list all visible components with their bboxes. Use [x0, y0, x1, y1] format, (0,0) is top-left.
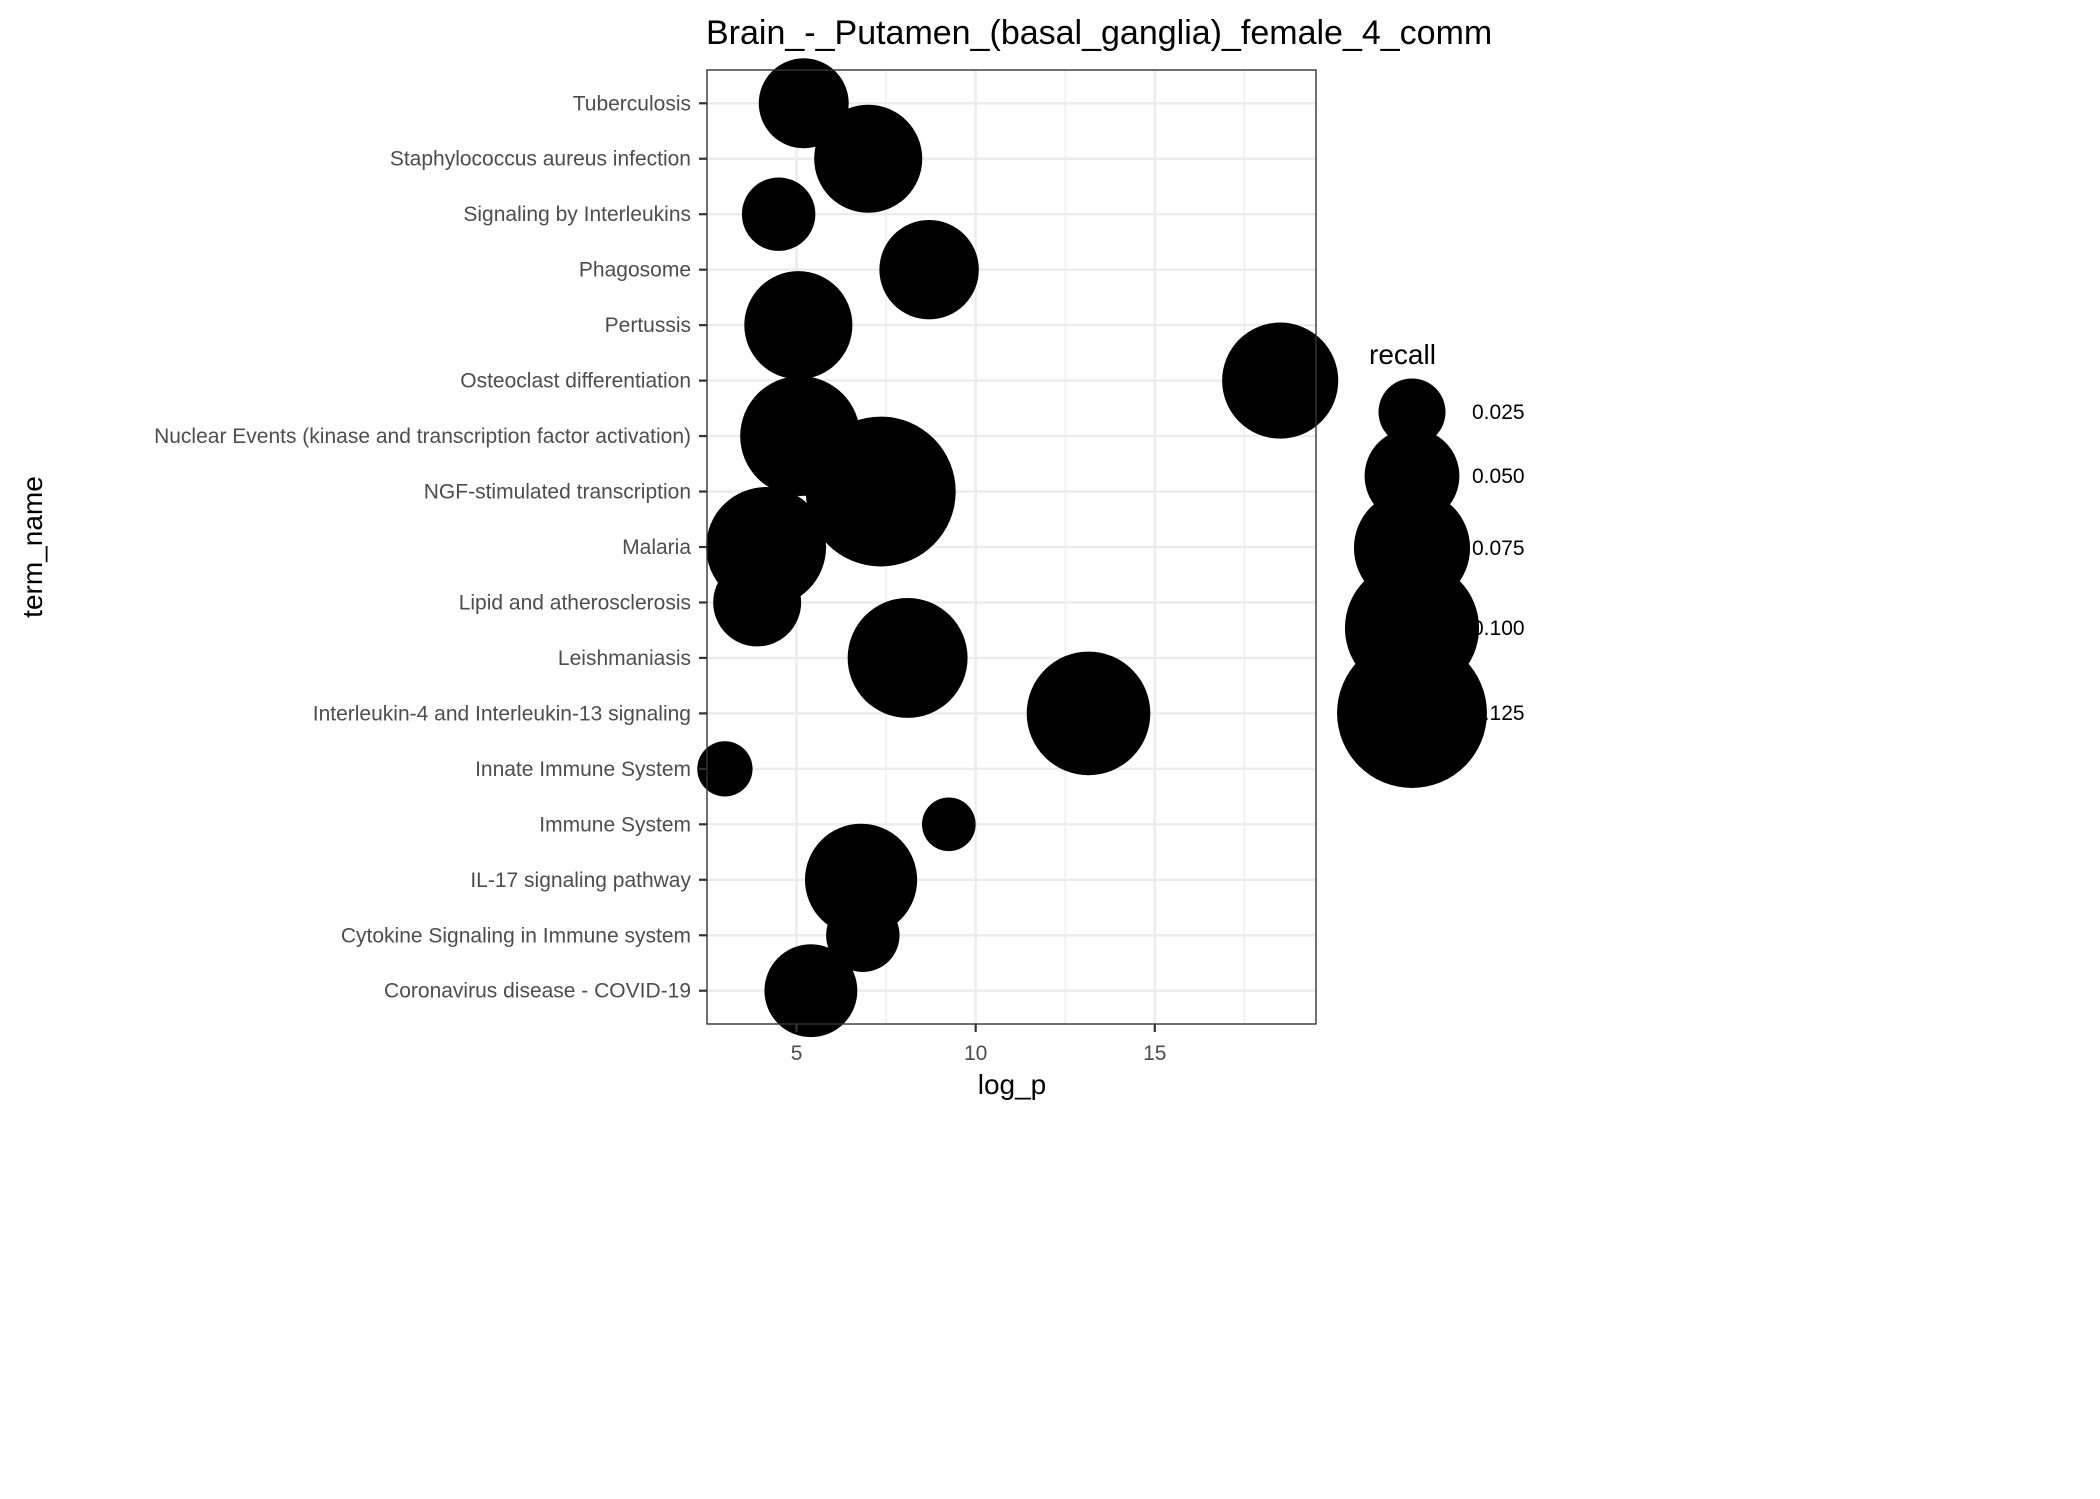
legend-label: 0.125	[1472, 702, 1525, 725]
data-point	[764, 944, 858, 1038]
legend-key	[1337, 638, 1487, 788]
y-axis-title: term_name	[17, 476, 48, 618]
y-tick-label: Phagosome	[579, 259, 691, 282]
data-point	[744, 271, 853, 380]
y-tick-label: Osteoclast differentiation	[460, 370, 691, 393]
x-axis: 5 10 15	[791, 1024, 1166, 1065]
data-points	[697, 58, 1339, 1038]
data-point	[847, 597, 968, 718]
y-tick-label: Immune System	[539, 813, 691, 836]
data-point	[1026, 651, 1151, 776]
y-tick-label: NGF-stimulated transcription	[424, 481, 691, 504]
data-point	[879, 219, 979, 320]
data-point	[1222, 322, 1339, 439]
y-tick-label: Lipid and atherosclerosis	[459, 591, 691, 614]
x-tick-label: 10	[964, 1042, 987, 1065]
y-tick-label: Leishmaniasis	[558, 647, 691, 670]
y-tick-label: Pertussis	[605, 314, 691, 337]
data-point	[826, 898, 900, 972]
y-tick-label: Interleukin-4 and Interleukin-13 signali…	[313, 702, 691, 725]
y-tick-label: Cytokine Signaling in Immune system	[341, 924, 691, 947]
legend: recall 0.025 0.050 0.075 0.100 0.125	[1337, 339, 1525, 788]
legend-label: 0.075	[1472, 537, 1525, 560]
legend-label: 0.100	[1472, 617, 1525, 640]
data-point	[697, 741, 753, 797]
data-point	[741, 177, 816, 251]
plot-panel	[697, 58, 1339, 1038]
data-point	[713, 558, 802, 647]
legend-items: 0.025 0.050 0.075 0.100 0.125	[1337, 378, 1525, 788]
x-tick-label: 15	[1143, 1042, 1166, 1065]
y-tick-label: Malaria	[622, 536, 691, 559]
y-tick-label: Staphylococcus aureus infection	[390, 148, 691, 171]
data-point	[921, 797, 976, 852]
legend-key	[1378, 378, 1446, 446]
y-tick-label: IL-17 signaling pathway	[470, 869, 691, 892]
chart-title: Brain_-_Putamen_(basal_ganglia)_female_4…	[706, 14, 1492, 52]
y-tick-label: Signaling by Interleukins	[463, 203, 691, 226]
data-point	[805, 416, 956, 567]
y-axis: Tuberculosis Staphylococcus aureus infect…	[154, 92, 707, 1003]
y-tick-label: Tuberculosis	[573, 92, 691, 115]
bubble-chart: Brain_-_Putamen_(basal_ganglia)_female_4…	[17, 14, 1525, 1100]
x-axis-title: log_p	[978, 1069, 1047, 1100]
data-point	[814, 104, 923, 213]
legend-label: 0.025	[1472, 401, 1525, 424]
y-tick-label: Nuclear Events (kinase and transcription…	[154, 425, 691, 448]
legend-title: recall	[1369, 339, 1436, 370]
data-point	[804, 823, 918, 936]
y-tick-label: Innate Immune System	[475, 758, 691, 781]
y-tick-label: Coronavirus disease - COVID-19	[384, 980, 691, 1003]
x-tick-label: 5	[791, 1042, 803, 1065]
legend-label: 0.050	[1472, 465, 1525, 488]
